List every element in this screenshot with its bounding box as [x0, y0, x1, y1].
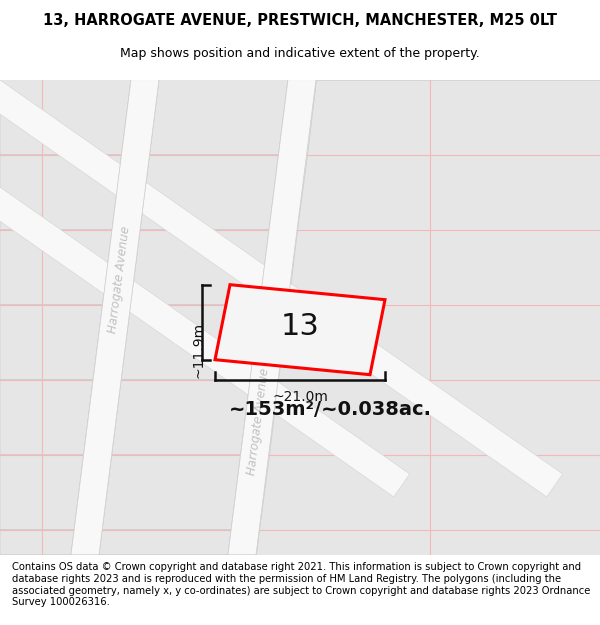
Polygon shape — [0, 379, 93, 454]
Polygon shape — [0, 529, 74, 555]
Polygon shape — [149, 79, 288, 154]
Polygon shape — [0, 79, 600, 555]
Polygon shape — [140, 154, 278, 229]
Polygon shape — [297, 154, 600, 229]
Polygon shape — [215, 285, 385, 374]
Polygon shape — [307, 79, 600, 154]
Polygon shape — [99, 529, 231, 555]
Text: Harrogate Avenue: Harrogate Avenue — [107, 225, 133, 334]
Polygon shape — [0, 154, 122, 229]
Polygon shape — [71, 79, 159, 555]
Text: 13, HARROGATE AVENUE, PRESTWICH, MANCHESTER, M25 0LT: 13, HARROGATE AVENUE, PRESTWICH, MANCHES… — [43, 12, 557, 28]
Polygon shape — [0, 72, 410, 497]
Text: Map shows position and indicative extent of the property.: Map shows position and indicative extent… — [120, 48, 480, 61]
Text: 13: 13 — [281, 312, 319, 341]
Text: ~153m²/~0.038ac.: ~153m²/~0.038ac. — [229, 400, 431, 419]
Polygon shape — [0, 229, 112, 304]
Polygon shape — [131, 229, 269, 304]
Text: ~21.0m: ~21.0m — [272, 390, 328, 404]
Polygon shape — [287, 229, 600, 304]
Polygon shape — [228, 79, 316, 555]
Polygon shape — [278, 304, 600, 379]
Polygon shape — [269, 379, 600, 454]
Text: ~11.9m: ~11.9m — [191, 322, 205, 378]
Polygon shape — [259, 454, 600, 529]
Text: Contains OS data © Crown copyright and database right 2021. This information is : Contains OS data © Crown copyright and d… — [12, 562, 590, 608]
Text: Harrogate Avenue: Harrogate Avenue — [245, 368, 272, 476]
Polygon shape — [0, 304, 103, 379]
Polygon shape — [0, 72, 563, 497]
Polygon shape — [102, 454, 241, 529]
Polygon shape — [0, 454, 83, 529]
Polygon shape — [0, 79, 131, 154]
Polygon shape — [112, 379, 250, 454]
Polygon shape — [256, 529, 600, 555]
Polygon shape — [121, 304, 260, 379]
